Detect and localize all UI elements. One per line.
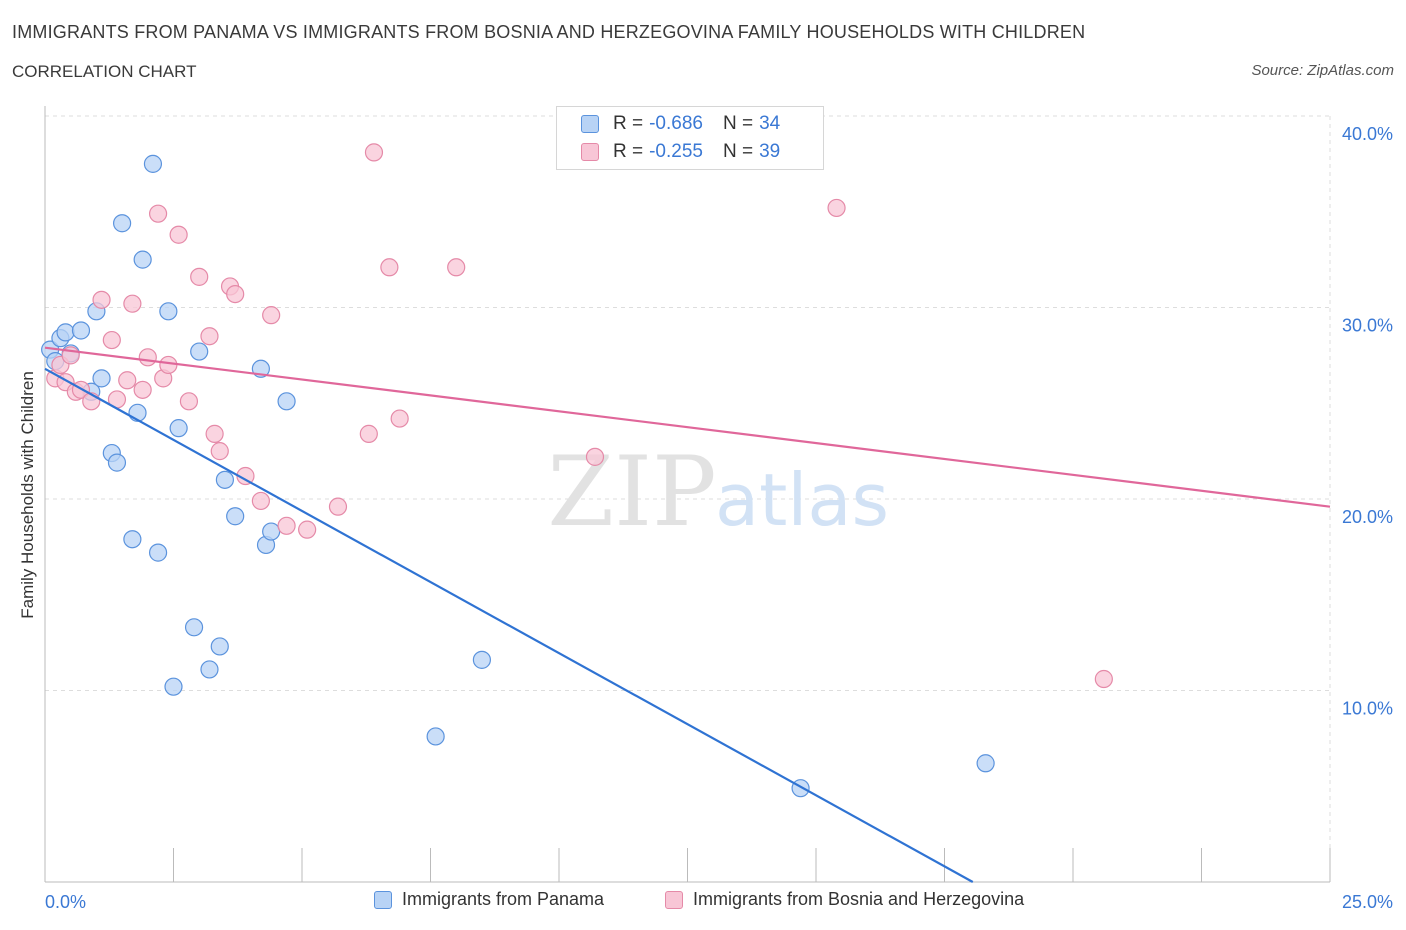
bosnia-trend-line <box>44 346 1331 508</box>
panama-n-label: N = <box>722 113 754 134</box>
bosnia-r-value: -0.255 <box>649 141 703 162</box>
bosnia-point <box>277 516 296 535</box>
bosnia-point <box>205 424 224 443</box>
legend-row-bosnia: R = -0.255 N = 39 <box>581 140 780 164</box>
panama-point <box>159 302 178 321</box>
bosnia-point <box>138 348 157 367</box>
bosnia-n-value: 39 <box>759 141 781 162</box>
bosnia-point <box>123 294 142 313</box>
y-tick-label: 30.0% <box>1342 316 1393 336</box>
panama-point <box>169 419 188 438</box>
panama-point <box>148 543 168 562</box>
watermark-zip: ZIP <box>547 436 716 548</box>
panama-point <box>107 453 127 472</box>
bosnia-point <box>298 520 317 539</box>
tick-labels: 10.0% 20.0% 30.0% 40.0% 0.0% 25.0% <box>45 124 1393 912</box>
bosnia-point <box>359 424 378 443</box>
bosnia-point <box>251 491 270 511</box>
correlation-legend: R = -0.686 N = 34 R = -0.255 N = 39 <box>556 106 824 170</box>
y-tick-label: 10.0% <box>1342 699 1393 719</box>
bosnia-point <box>585 447 605 466</box>
panama-point <box>190 342 209 361</box>
bosnia-r-label: R = <box>613 141 644 162</box>
panama-n-value: 34 <box>759 113 781 134</box>
x-tick-label-end: 25.0% <box>1342 892 1393 912</box>
panama-swatch <box>581 115 599 133</box>
bosnia-point <box>148 204 168 223</box>
bosnia-point <box>1094 669 1113 689</box>
legend-item-panama: Immigrants from Panama <box>374 889 604 910</box>
bosnia-point <box>169 225 188 244</box>
bosnia-point <box>179 392 199 411</box>
panama-point <box>56 323 75 342</box>
bosnia-point <box>328 497 348 516</box>
chart-title: IMMIGRANTS FROM PANAMA VS IMMIGRANTS FRO… <box>12 22 1086 42</box>
bosnia-point <box>133 380 152 399</box>
bosnia-point <box>200 327 219 346</box>
bosnia-n-label: N = <box>722 141 754 162</box>
y-tick-label: 20.0% <box>1342 507 1393 527</box>
watermark: ZIP atlas <box>547 436 889 548</box>
panama-point <box>976 754 995 773</box>
chart-subtitle: CORRELATION CHART <box>12 62 197 81</box>
panama-trend-line <box>44 367 974 883</box>
bosnia-point <box>262 306 281 325</box>
bosnia-point <box>118 371 137 390</box>
trend-lines <box>44 346 1331 883</box>
panama-r-value: -0.686 <box>649 113 703 134</box>
panama-point <box>143 154 163 173</box>
panama-point <box>112 214 132 233</box>
bosnia-point <box>827 198 846 218</box>
x-tick-label-start: 0.0% <box>45 892 86 912</box>
panama-point <box>164 677 183 696</box>
bosnia-swatch <box>581 143 599 161</box>
panama-r-label: R = <box>613 113 644 134</box>
legend-row-panama: R = -0.686 N = 34 <box>581 112 780 136</box>
panama-legend-swatch <box>374 890 392 909</box>
panama-point <box>215 470 234 489</box>
panama-point <box>92 369 111 388</box>
bosnia-point <box>159 355 178 375</box>
bosnia-point <box>390 409 409 428</box>
panama-legend-label: Immigrants from Panama <box>402 889 605 909</box>
bosnia-point <box>226 284 245 304</box>
bosnia-point <box>380 258 399 277</box>
bosnia-point <box>210 442 229 461</box>
panama-point <box>210 637 229 656</box>
bosnia-point <box>447 258 466 277</box>
y-tick-label: 40.0% <box>1342 124 1393 144</box>
bosnia-point <box>102 330 121 350</box>
bosnia-point <box>364 143 384 162</box>
bosnia-legend-swatch <box>665 890 683 909</box>
panama-point <box>184 618 204 637</box>
bosnia-point <box>92 290 111 309</box>
panama-point <box>200 660 219 679</box>
panama-point <box>123 530 142 549</box>
panama-point <box>472 650 491 669</box>
panama-point <box>71 321 91 340</box>
bosnia-point <box>190 267 209 286</box>
panama-point <box>133 250 152 269</box>
panama-point <box>226 507 245 526</box>
bosnia-legend-label: Immigrants from Bosnia and Herzegovina <box>693 889 1025 909</box>
legend-item-bosnia: Immigrants from Bosnia and Herzegovina <box>665 889 1024 910</box>
panama-point <box>426 727 445 746</box>
axes <box>44 106 1331 883</box>
panama-point <box>262 522 281 541</box>
panama-point <box>277 392 296 411</box>
source-label: Source: ZipAtlas.com <box>1251 62 1394 79</box>
watermark-atlas: atlas <box>715 458 889 542</box>
